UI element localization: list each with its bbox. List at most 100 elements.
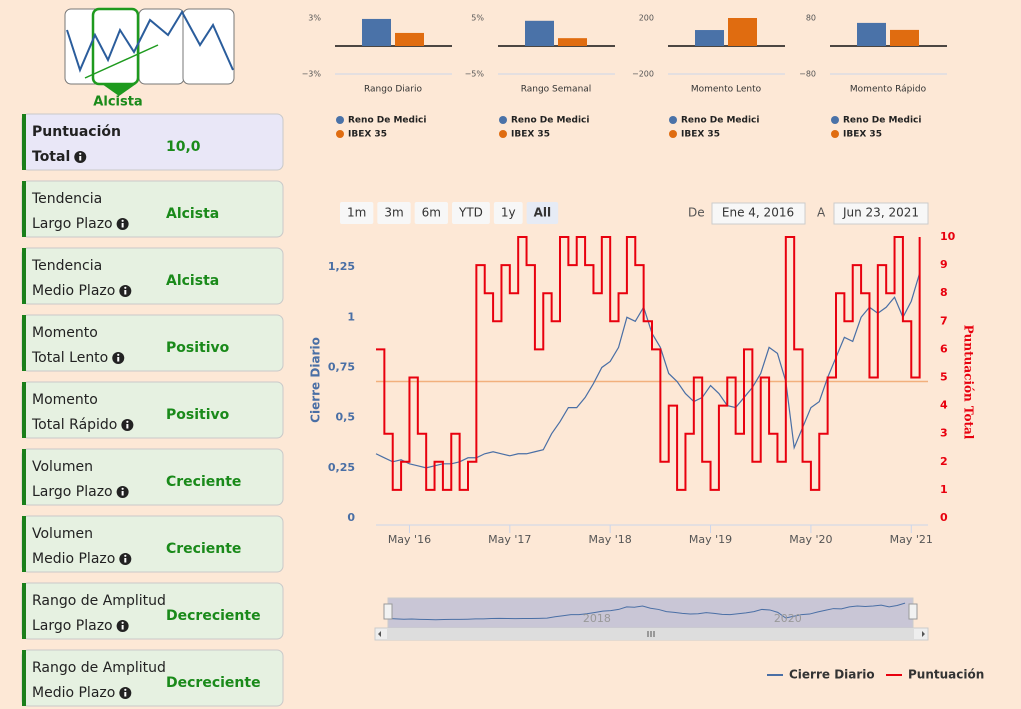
navigator-bg [387, 597, 914, 629]
card-label: Rango de Amplitud [32, 660, 166, 676]
range-button[interactable]: YTD [451, 202, 490, 224]
legend-swatch [499, 130, 507, 138]
y-tick-label: 0,75 [328, 360, 355, 373]
bar [558, 38, 587, 46]
y-tick-label: −80 [799, 70, 816, 79]
y-tick-label: −200 [632, 70, 654, 79]
x-axis-title: Momento Rápido [850, 85, 927, 95]
bar [890, 29, 919, 46]
y-tick-label: 5% [471, 14, 484, 23]
range-button-label[interactable]: 3m [384, 206, 403, 220]
x-tick-label: May '17 [488, 533, 531, 546]
y2-tick-label: 8 [940, 286, 948, 299]
range-button-bg[interactable] [451, 202, 490, 224]
range-button-bg[interactable] [340, 202, 374, 224]
range-button[interactable]: 3m [377, 202, 411, 224]
card-accent [22, 248, 26, 304]
bar [395, 32, 424, 46]
legend-swatch [831, 116, 839, 124]
range-button[interactable]: 6m [414, 202, 448, 224]
navigator-handle[interactable] [908, 603, 918, 620]
card-value: Positivo [166, 407, 230, 423]
x-tick-label: May '18 [589, 533, 632, 546]
y2-tick-label: 2 [940, 455, 948, 468]
legend-label: Reno De Medici [843, 116, 921, 126]
info-icon-i [121, 625, 124, 630]
range-button[interactable]: All [526, 202, 559, 224]
card-label: Puntuación [32, 124, 121, 140]
card-label: Medio Plazo [32, 551, 115, 567]
date-from-input[interactable] [711, 202, 806, 225]
y-axis-title: Cierre Diario [309, 337, 323, 423]
y2-tick-label: 0 [940, 511, 948, 524]
legend-label: Puntuación [908, 668, 984, 682]
range-button-label[interactable]: All [534, 206, 552, 220]
range-button[interactable]: 1m [340, 202, 374, 224]
y-tick-label: 3% [308, 14, 321, 23]
x-tick-label: May '21 [890, 533, 933, 546]
card-accent [22, 382, 26, 438]
card-value: Decreciente [166, 608, 261, 624]
card-value: Creciente [166, 474, 241, 490]
range-button-label[interactable]: 1y [501, 206, 516, 220]
range-button-label[interactable]: 6m [422, 206, 441, 220]
card-label: Total [32, 149, 70, 165]
info-icon-dot [79, 152, 82, 155]
legend-swatch [831, 130, 839, 138]
legend-swatch [669, 130, 677, 138]
info-icon-dot [126, 420, 129, 423]
legend-swatch [669, 116, 677, 124]
info-icon-i [124, 692, 127, 697]
range-button-bg[interactable] [526, 202, 559, 224]
card-accent [22, 650, 26, 706]
y-tick-label: 80 [806, 14, 816, 23]
card-value: Alcista [166, 206, 219, 222]
legend-label: Cierre Diario [789, 668, 875, 682]
bar [525, 20, 554, 46]
legend-label: Reno De Medici [511, 116, 589, 126]
x-tick-label: May '16 [388, 533, 431, 546]
range-button-label[interactable]: YTD [458, 206, 483, 220]
bar [362, 18, 391, 46]
card-label: Tendencia [31, 258, 102, 274]
scroll-grip [647, 631, 655, 637]
card-value: 10,0 [166, 139, 201, 155]
y-tick-label: 0 [347, 511, 355, 524]
y2-tick-label: 9 [940, 258, 948, 271]
date-from-value[interactable]: Ene 4, 2016 [722, 206, 794, 220]
date-to-value[interactable]: Jun 23, 2021 [842, 206, 919, 220]
y-tick-label: 1,25 [328, 260, 355, 273]
legend-label: IBEX 35 [511, 130, 550, 140]
card-accent [22, 315, 26, 371]
badge-label: Alcista [93, 95, 142, 110]
info-icon-dot [121, 219, 124, 222]
range-button-label[interactable]: 1m [347, 206, 366, 220]
badge-icon [64, 7, 235, 96]
legend-label: IBEX 35 [843, 130, 882, 140]
y2-tick-label: 1 [940, 483, 948, 496]
card-label: Momento [32, 325, 98, 341]
card-value: Decreciente [166, 675, 261, 691]
card-label: Largo Plazo [32, 484, 113, 500]
y2-tick-label: 3 [940, 427, 948, 440]
range-button[interactable]: 1y [493, 202, 523, 224]
bar [857, 22, 886, 46]
range-button-bg[interactable] [493, 202, 523, 224]
legend-swatch [336, 130, 344, 138]
card-label: Medio Plazo [32, 685, 115, 701]
x-axis-title: Rango Diario [364, 85, 423, 95]
navigator-tick-label: 2018 [583, 612, 611, 625]
range-button-bg[interactable] [414, 202, 448, 224]
y2-tick-label: 10 [940, 230, 956, 243]
info-icon-i [117, 357, 120, 362]
navigator-handle[interactable] [383, 603, 393, 620]
y-tick-label: 0,25 [328, 461, 355, 474]
legend-swatch [499, 116, 507, 124]
legend-swatch [336, 116, 344, 124]
card-label: Rango de Amplitud [32, 593, 166, 609]
range-button-bg[interactable] [377, 202, 411, 224]
card-label: Volumen [32, 459, 93, 475]
date-to-input[interactable] [833, 202, 929, 225]
card-label: Medio Plazo [32, 283, 115, 299]
